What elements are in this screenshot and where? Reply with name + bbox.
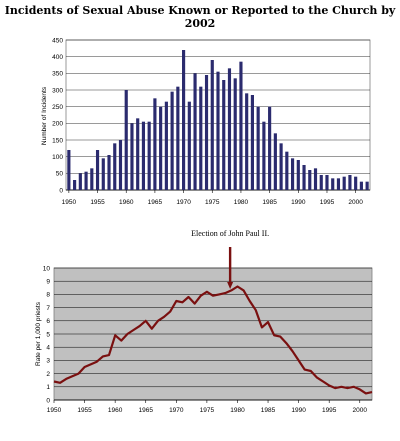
bar-chart-bars (67, 50, 369, 190)
bar-x-tick-label: 1975 (205, 199, 220, 206)
bar (359, 181, 363, 190)
bar (222, 80, 226, 190)
bar (313, 168, 318, 190)
bar (319, 175, 323, 190)
bar-x-tick-label: 1995 (320, 199, 335, 206)
bar (290, 158, 295, 190)
bar (216, 71, 220, 190)
bar (199, 86, 203, 190)
bar (336, 178, 341, 190)
bar-y-tick-label: 450 (52, 37, 63, 44)
bar (273, 133, 277, 190)
bar (204, 75, 209, 190)
bar (285, 151, 289, 190)
bar (176, 86, 180, 190)
bar (153, 98, 157, 190)
bar (90, 168, 94, 190)
bar (78, 173, 82, 190)
bar-chart-y-axis-label: Number of Incidents (41, 86, 48, 145)
bar-y-tick-label: 0 (59, 187, 63, 194)
bar (147, 121, 151, 190)
bar-y-tick-label: 350 (52, 71, 63, 78)
bar (256, 106, 260, 190)
bar-y-tick-label: 250 (52, 104, 63, 111)
bar (331, 178, 335, 190)
bar-y-tick-label: 200 (52, 121, 63, 128)
page-title: Incidents of Sexual Abuse Known or Repor… (4, 4, 396, 30)
bar (268, 106, 272, 190)
bar (118, 140, 123, 190)
bar-x-tick-label: 1960 (119, 199, 134, 206)
bar (164, 101, 168, 190)
bar (227, 68, 232, 190)
bar (250, 95, 254, 190)
bar (354, 176, 358, 190)
bar (239, 61, 243, 190)
bar (296, 160, 300, 190)
bar (308, 170, 312, 190)
bar (279, 143, 283, 190)
bar-x-tick-label: 1985 (262, 199, 277, 206)
bar-x-tick-label: 1950 (62, 199, 77, 206)
bar (130, 123, 134, 190)
bar (101, 158, 105, 190)
bar (210, 60, 214, 190)
bar (187, 101, 191, 190)
bar-y-tick-label: 50 (56, 171, 64, 178)
bar (113, 143, 117, 190)
bar (95, 150, 100, 190)
bar (170, 91, 174, 190)
bar-x-tick-label: 1955 (90, 199, 105, 206)
bar-x-tick-label: 1970 (176, 199, 191, 206)
bar-y-tick-label: 150 (52, 137, 63, 144)
bar (107, 155, 111, 190)
bar (84, 171, 88, 190)
bar-x-tick-label: 2000 (348, 199, 363, 206)
bar-x-tick-label: 1990 (291, 199, 306, 206)
bar (67, 150, 71, 190)
bar (365, 181, 369, 190)
bar (193, 73, 197, 190)
bar (342, 176, 346, 190)
bar (325, 175, 329, 190)
bar (302, 165, 306, 190)
bar-y-tick-label: 400 (52, 54, 63, 61)
bar-y-tick-label: 100 (52, 154, 63, 161)
bar-x-tick-label: 1965 (148, 199, 163, 206)
bar (348, 175, 352, 190)
bar-x-tick-label: 1980 (234, 199, 249, 206)
bar (159, 106, 163, 190)
bar (124, 90, 128, 190)
bar (233, 78, 237, 190)
bar (141, 121, 146, 190)
bar (182, 50, 186, 190)
bar (245, 93, 249, 190)
bar (73, 180, 77, 190)
bar (262, 121, 266, 190)
bar (136, 118, 140, 190)
bar-y-tick-label: 300 (52, 87, 63, 94)
